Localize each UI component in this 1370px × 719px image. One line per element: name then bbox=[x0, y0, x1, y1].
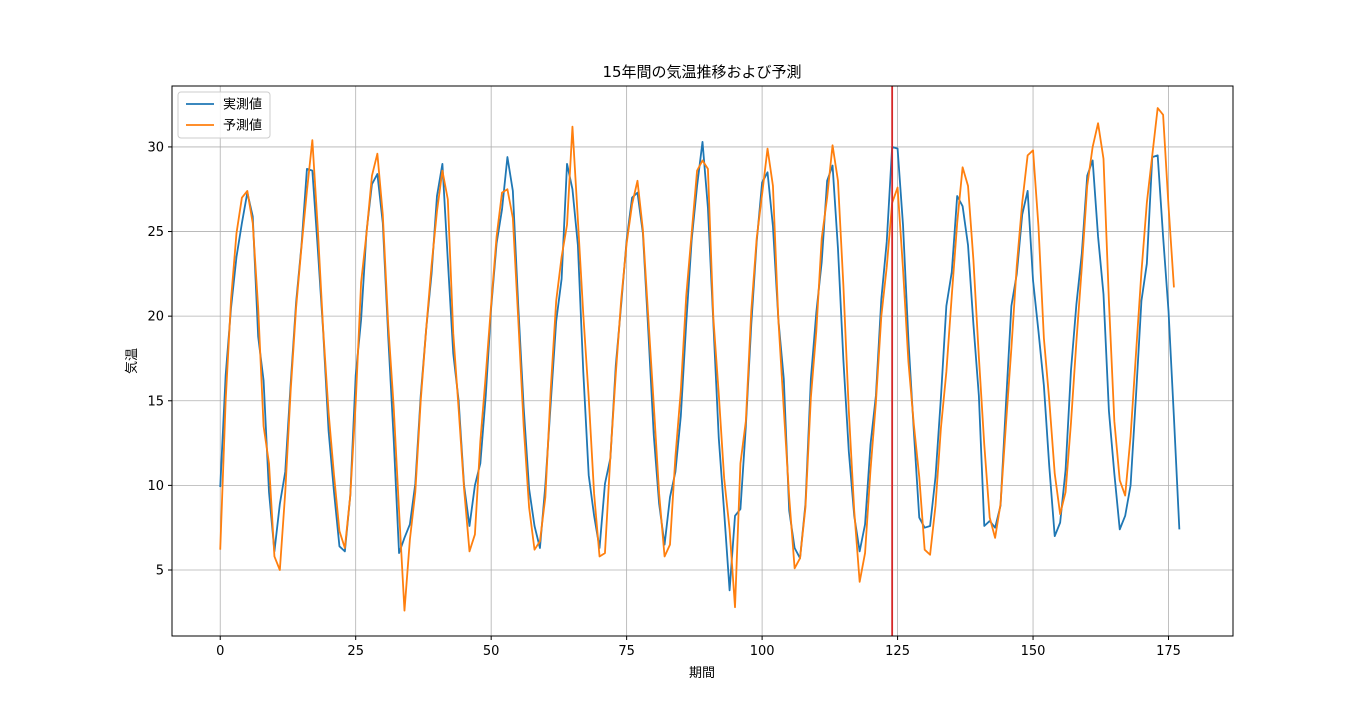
y-axis-ticks: 5 10 15 20 25 30 bbox=[147, 140, 172, 579]
y-tick-label: 20 bbox=[147, 310, 164, 325]
legend-label: 予測値 bbox=[223, 118, 262, 134]
x-tick-label: 75 bbox=[618, 644, 635, 659]
x-tick-label: 100 bbox=[750, 644, 775, 659]
x-tick-label: 0 bbox=[216, 644, 224, 659]
series-layer bbox=[219, 107, 1181, 612]
series-line-predicted bbox=[219, 107, 1175, 612]
x-tick-label: 25 bbox=[347, 644, 364, 659]
x-tick-label: 50 bbox=[483, 644, 500, 659]
y-axis-label: 気温 bbox=[124, 348, 140, 374]
x-tick-label: 150 bbox=[1021, 644, 1046, 659]
x-tick-label: 125 bbox=[885, 644, 910, 659]
y-tick-label: 5 bbox=[156, 564, 164, 579]
y-tick-label: 25 bbox=[147, 225, 164, 240]
y-tick-label: 15 bbox=[147, 394, 164, 409]
plot-frame bbox=[171, 85, 1234, 637]
legend-label: 実測値 bbox=[223, 97, 262, 113]
y-tick-label: 10 bbox=[147, 479, 164, 494]
x-axis-label: 期間 bbox=[689, 666, 715, 681]
x-axis-ticks: 0 25 50 75 100 125 150 175 bbox=[216, 636, 1181, 659]
chart-title: 15年間の気温推移および予測 bbox=[602, 63, 801, 81]
x-tick-label: 175 bbox=[1156, 644, 1181, 659]
y-tick-label: 30 bbox=[147, 140, 164, 155]
